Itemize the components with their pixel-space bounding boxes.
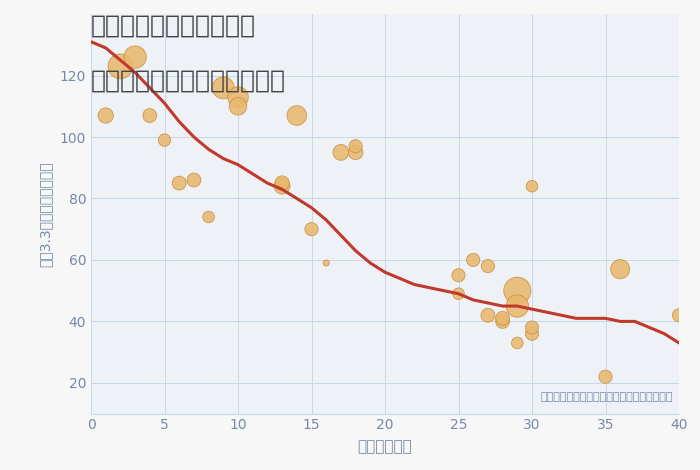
Point — [673, 312, 685, 319]
Point — [144, 112, 155, 119]
Point — [600, 373, 611, 381]
Point — [218, 84, 229, 92]
Point — [512, 339, 523, 347]
Point — [453, 272, 464, 279]
Point — [174, 180, 185, 187]
Point — [526, 330, 538, 337]
Point — [232, 102, 244, 110]
Point — [512, 287, 523, 294]
X-axis label: 築年数（年）: 築年数（年） — [358, 439, 412, 454]
Point — [615, 266, 626, 273]
Text: 奈良県奈良市北之庄町の: 奈良県奈良市北之庄町の — [91, 14, 256, 38]
Y-axis label: 坪（3.3㎡）単価（万円）: 坪（3.3㎡）単価（万円） — [38, 161, 52, 266]
Point — [100, 112, 111, 119]
Point — [188, 176, 199, 184]
Point — [232, 94, 244, 101]
Point — [468, 256, 479, 264]
Point — [335, 149, 346, 156]
Point — [306, 226, 317, 233]
Point — [130, 54, 141, 61]
Point — [512, 302, 523, 310]
Text: 円の大きさは、取引のあった物件面積を示す: 円の大きさは、取引のあった物件面積を示す — [540, 392, 673, 401]
Point — [159, 136, 170, 144]
Point — [497, 314, 508, 322]
Point — [350, 142, 361, 150]
Point — [526, 182, 538, 190]
Point — [497, 318, 508, 325]
Point — [291, 112, 302, 119]
Text: 築年数別中古マンション価格: 築年数別中古マンション価格 — [91, 68, 286, 92]
Point — [276, 180, 288, 187]
Point — [453, 290, 464, 298]
Point — [115, 63, 126, 70]
Point — [350, 149, 361, 156]
Point — [203, 213, 214, 221]
Point — [276, 182, 288, 190]
Point — [321, 259, 332, 267]
Point — [526, 324, 538, 331]
Point — [482, 312, 493, 319]
Point — [482, 262, 493, 270]
